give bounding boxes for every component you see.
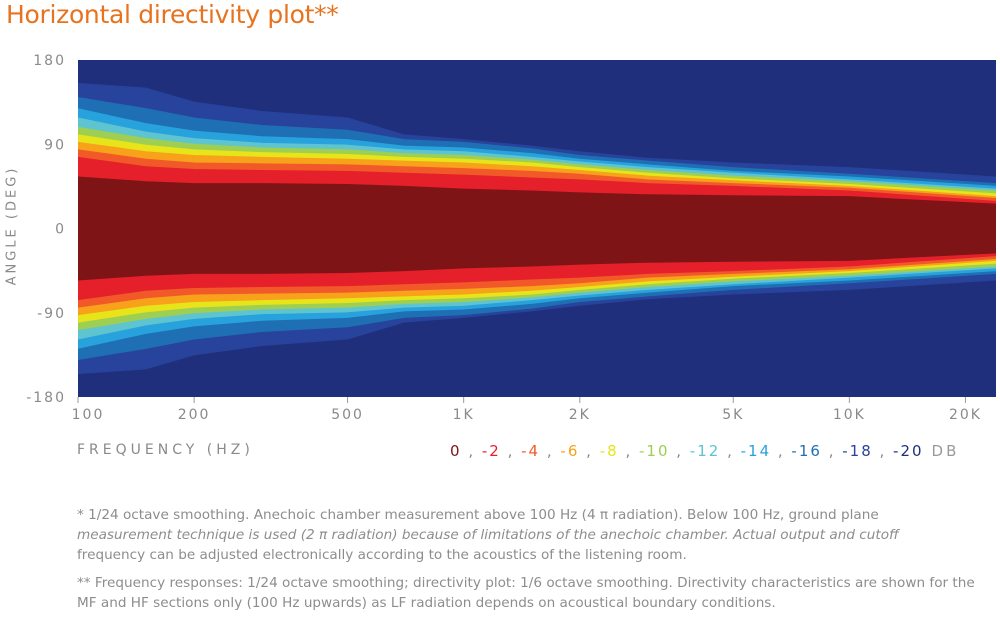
legend-separator: ,: [579, 442, 600, 460]
x-tick-label: 2K: [569, 407, 591, 423]
legend-separator: ,: [540, 442, 561, 460]
x-tick-label: 200: [178, 407, 211, 423]
legend-level: -12: [689, 442, 721, 460]
legend-level: 0: [450, 442, 462, 460]
footnotes: * 1/24 octave smoothing. Anechoic chambe…: [77, 505, 992, 621]
x-tick-label: 20K: [949, 407, 982, 423]
legend-unit: DB: [931, 442, 960, 460]
x-tick-label: 100: [72, 407, 105, 423]
legend-level: -10: [638, 442, 670, 460]
footnote-1-italic: measurement technique is used (2 π radia…: [77, 527, 899, 543]
legend-separator: ,: [461, 442, 482, 460]
legend-separator: ,: [821, 442, 843, 460]
legend-level: -4: [521, 442, 541, 460]
legend-level: -6: [560, 442, 580, 460]
legend-separator: ,: [771, 442, 792, 460]
legend-level: -20: [893, 442, 924, 460]
legend-separator: ,: [500, 442, 522, 460]
footnote-1-end: frequency can be adjusted electronically…: [77, 547, 687, 563]
x-tick-label: 500: [331, 407, 364, 423]
color-legend: 0 , -2 , -4 , -6 , -8 , -10 , -12 , -14 …: [450, 442, 959, 460]
legend-separator: ,: [618, 442, 639, 460]
x-tick-label: 10K: [833, 407, 866, 423]
legend-separator: ,: [669, 442, 690, 460]
y-tick-label: 0: [55, 222, 66, 238]
footnote-1-plain: * 1/24 octave smoothing. Anechoic chambe…: [77, 507, 879, 523]
directivity-heatmap: 100 200 500 1K 2K 5K 10K 20K 180 90 0 -90 -180: [26, 53, 996, 423]
footnote-1: * 1/24 octave smoothing. Anechoic chambe…: [77, 505, 992, 565]
x-tick-label: 1K: [453, 407, 475, 423]
y-tick-label: -90: [37, 306, 66, 322]
legend-separator: ,: [872, 442, 894, 460]
legend-level: -16: [791, 442, 822, 460]
chart-title: Horizontal directivity plot**: [6, 0, 339, 29]
y-tick-label: 180: [33, 53, 66, 69]
y-tick-label: 90: [44, 137, 66, 153]
legend-level: -2: [481, 442, 501, 460]
x-tick-label: 5K: [722, 407, 744, 423]
legend-level: -14: [740, 442, 772, 460]
y-axis-title: ANGLE (DEG): [4, 165, 20, 286]
x-axis-title: FREQUENCY (HZ): [77, 442, 254, 458]
legend-level: -8: [599, 442, 619, 460]
contour-band-0: [78, 176, 996, 281]
legend-separator: ,: [720, 442, 741, 460]
y-tick-label: -180: [26, 390, 66, 406]
legend-level: -18: [842, 442, 873, 460]
footnote-2: ** Frequency responses: 1/24 octave smoo…: [77, 575, 975, 611]
